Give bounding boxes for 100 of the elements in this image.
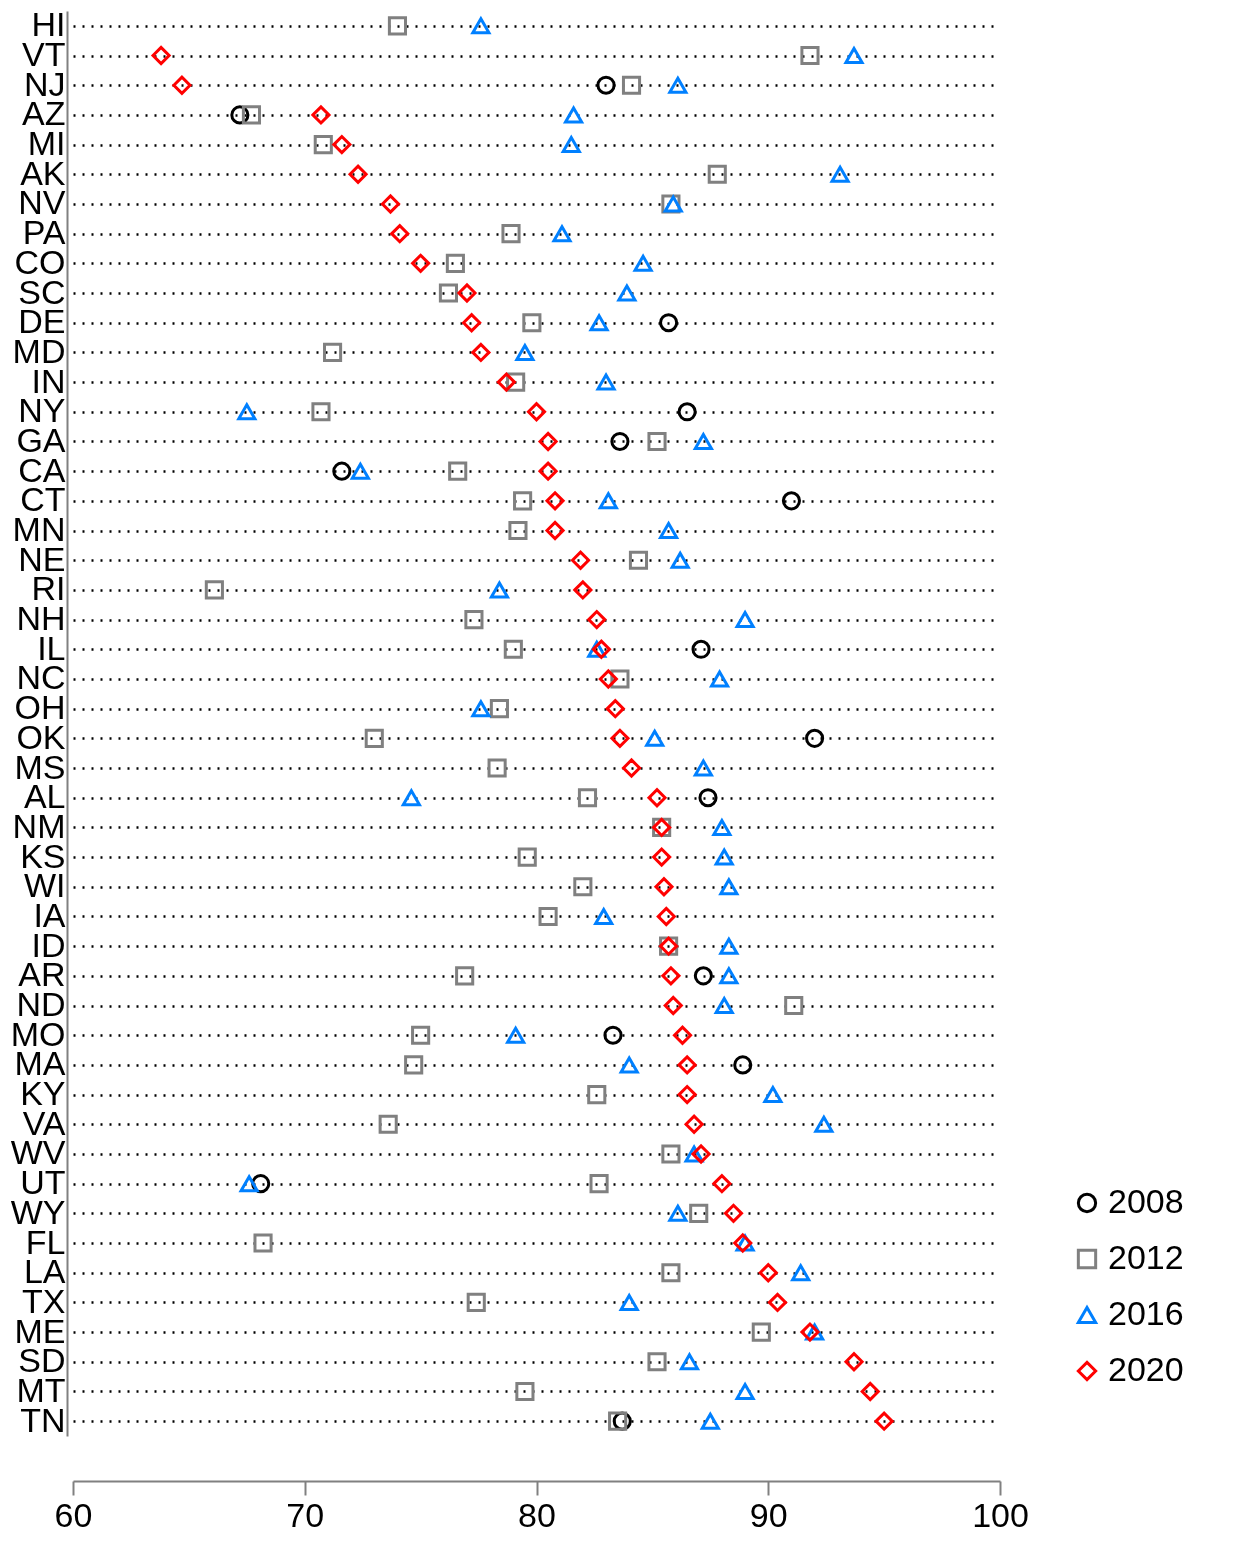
point <box>526 402 547 422</box>
point <box>689 1203 709 1223</box>
legend-label: 2008 <box>1108 1182 1184 1220</box>
point <box>668 76 688 94</box>
point <box>487 758 507 778</box>
point <box>617 284 637 302</box>
point <box>313 135 333 155</box>
point <box>591 639 611 659</box>
point <box>645 729 665 747</box>
point <box>241 105 262 125</box>
point <box>712 1174 732 1194</box>
point <box>654 877 674 897</box>
point <box>679 1353 700 1371</box>
point <box>668 1204 688 1222</box>
legend-label: 2020 <box>1108 1350 1184 1388</box>
point <box>545 491 565 511</box>
point <box>552 225 572 243</box>
point <box>691 1144 711 1164</box>
point <box>204 580 224 600</box>
point <box>677 1085 697 1105</box>
point <box>714 997 734 1015</box>
point <box>751 1322 771 1342</box>
point <box>311 105 331 125</box>
point <box>538 906 558 927</box>
y-tick-label: KY <box>20 1074 66 1113</box>
point <box>522 313 542 333</box>
y-tick-label: OH <box>14 688 66 727</box>
point <box>404 1055 424 1075</box>
x-tick-label: 100 <box>972 1495 1029 1534</box>
point <box>545 520 565 541</box>
point <box>652 847 672 867</box>
x-tick-label: 60 <box>54 1495 93 1534</box>
point <box>805 728 825 748</box>
point <box>515 343 535 361</box>
point <box>735 611 755 629</box>
point <box>628 550 649 570</box>
point <box>489 699 509 719</box>
point <box>587 610 607 630</box>
point <box>633 254 653 272</box>
point <box>758 1263 778 1283</box>
point <box>814 1115 834 1133</box>
point <box>570 550 591 570</box>
point <box>471 700 491 718</box>
point <box>471 17 491 35</box>
legend-label: 2016 <box>1108 1294 1184 1332</box>
x-tick-label: 70 <box>286 1495 325 1534</box>
point <box>471 342 491 362</box>
point <box>538 461 558 481</box>
point <box>723 1203 744 1223</box>
point <box>661 1263 681 1283</box>
y-tick-label: ND <box>16 985 66 1024</box>
point <box>466 1292 486 1312</box>
point <box>489 581 509 599</box>
y-tick-label: MN <box>12 510 66 549</box>
point <box>663 995 683 1016</box>
point <box>647 431 667 452</box>
point <box>253 1233 273 1253</box>
y-tick-label: MI <box>27 124 66 163</box>
point <box>677 402 697 422</box>
point <box>448 461 468 481</box>
point <box>411 1025 431 1045</box>
point <box>735 1382 755 1400</box>
point <box>698 788 718 808</box>
point <box>647 788 667 808</box>
point <box>564 106 584 124</box>
point <box>323 342 343 362</box>
point <box>573 580 593 600</box>
point <box>332 461 352 481</box>
point <box>610 728 630 748</box>
point <box>594 907 614 925</box>
point <box>661 966 681 986</box>
point <box>587 1085 607 1105</box>
point <box>239 1175 259 1193</box>
point <box>237 403 257 421</box>
point <box>767 1292 788 1312</box>
point <box>684 1114 704 1134</box>
point <box>693 432 713 450</box>
point <box>647 1352 667 1372</box>
point <box>598 669 618 689</box>
point <box>719 967 739 985</box>
legend-label: 2012 <box>1108 1238 1184 1276</box>
point <box>513 491 533 511</box>
point <box>411 253 431 273</box>
point <box>390 224 410 244</box>
point <box>172 75 192 95</box>
point <box>508 520 528 541</box>
point <box>677 1055 697 1075</box>
point <box>619 1056 639 1074</box>
point <box>515 1381 535 1402</box>
point <box>378 1114 398 1134</box>
point <box>603 1025 623 1045</box>
point <box>348 164 368 184</box>
point <box>462 313 482 333</box>
point <box>151 45 171 66</box>
point <box>719 878 739 896</box>
point <box>659 522 679 540</box>
point <box>598 492 618 510</box>
point <box>380 194 401 214</box>
point <box>691 639 711 659</box>
point <box>438 283 458 303</box>
